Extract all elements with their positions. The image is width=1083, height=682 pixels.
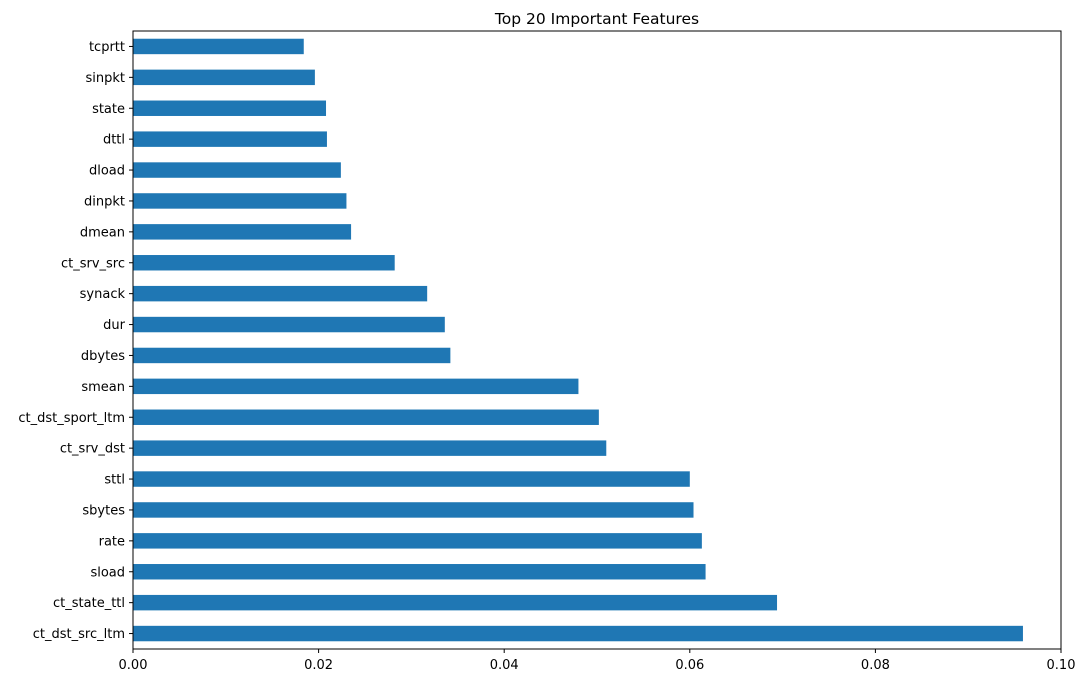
y-tick-label: sttl	[104, 473, 125, 488]
y-tick-label: tcprtt	[89, 40, 125, 55]
y-tick-label: ct_dst_src_ltm	[33, 627, 125, 642]
y-tick-label: ct_srv_dst	[60, 442, 125, 457]
bar-dmean	[133, 224, 352, 240]
y-tick-label: smean	[81, 380, 125, 395]
y-tick-label: ct_dst_sport_ltm	[18, 411, 125, 426]
y-tick-label: state	[92, 102, 125, 117]
bar-smean	[133, 378, 579, 395]
x-tick-label: 0.10	[1047, 658, 1076, 673]
bar-rate	[133, 533, 702, 549]
bar-ct_srv_src	[133, 255, 395, 271]
bar-ct_dst_sport_ltm	[133, 409, 599, 425]
bar-ct_dst_src_ltm	[133, 625, 1023, 642]
x-tick-label: 0.02	[304, 658, 333, 673]
bar-dttl	[133, 131, 327, 147]
bar-sttl	[133, 471, 690, 487]
y-tick-label: sload	[90, 565, 125, 580]
bar-tcprtt	[133, 38, 304, 55]
bar-sload	[133, 564, 706, 580]
bar-sbytes	[133, 502, 694, 518]
y-tick-label: dttl	[103, 133, 125, 148]
bar-ct_srv_dst	[133, 440, 607, 456]
y-tick-label: rate	[99, 534, 125, 549]
y-tick-label: dinpkt	[84, 194, 125, 209]
bar-ct_state_ttl	[133, 594, 778, 611]
bar-state	[133, 100, 327, 116]
y-tick-label: dload	[89, 164, 125, 179]
x-tick-label: 0.08	[861, 658, 890, 673]
chart-title: Top 20 Important Features	[494, 10, 699, 28]
x-tick-label: 0.04	[490, 658, 519, 673]
x-tick-label: 0.06	[675, 658, 704, 673]
y-tick-label: dbytes	[81, 349, 125, 364]
bar-dload	[133, 162, 341, 178]
y-axis-ticks: ct_dst_src_ltm ct_state_ttl sload rate sbyte…	[18, 40, 133, 642]
y-tick-label: dur	[103, 318, 125, 333]
y-tick-label: sbytes	[82, 503, 125, 518]
x-tick-label: 0.00	[119, 658, 148, 673]
plot-area-frame	[132, 30, 1062, 650]
bars-group	[133, 38, 1023, 642]
y-tick-label: sinpkt	[85, 71, 125, 86]
bar-sinpkt	[133, 69, 315, 86]
x-axis-ticks: 0.00 0.02 0.04 0.06 0.08 0.10	[119, 649, 1076, 673]
bar-dinpkt	[133, 193, 347, 209]
y-tick-label: ct_srv_src	[61, 256, 125, 271]
bar-synack	[133, 285, 428, 302]
bar-dur	[133, 316, 445, 333]
y-tick-label: synack	[80, 287, 126, 302]
y-tick-label: dmean	[80, 225, 125, 240]
y-tick-label: ct_state_ttl	[53, 596, 125, 611]
bar-dbytes	[133, 347, 451, 364]
